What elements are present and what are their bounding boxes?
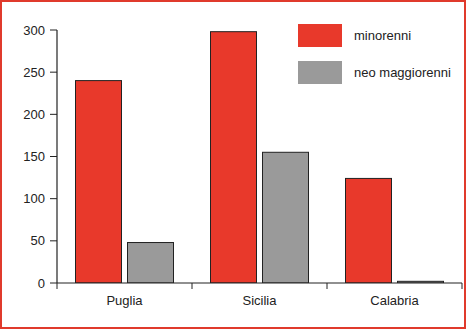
y-tick-label: 300 <box>23 23 45 38</box>
y-tick <box>50 114 57 115</box>
x-axis <box>57 282 462 283</box>
legend: minorenni neo maggiorenni <box>298 24 451 84</box>
legend-swatch <box>298 24 342 47</box>
category-separator <box>192 283 193 289</box>
chart: 0 50 100 150 200 250 300 Puglia Sicilia Calabria m… <box>0 0 466 329</box>
category-separator <box>57 283 58 289</box>
bar <box>346 178 392 283</box>
bar <box>76 81 122 283</box>
y-tick-label: 200 <box>23 107 45 122</box>
legend-swatch <box>298 61 342 84</box>
y-tick <box>50 240 57 241</box>
y-tick <box>50 72 57 73</box>
legend-label: neo maggiorenni <box>354 65 451 80</box>
y-tick-label: 0 <box>38 276 45 291</box>
legend-label: minorenni <box>354 28 411 43</box>
category-separator <box>462 283 463 289</box>
y-tick-label: 250 <box>23 65 45 80</box>
x-tick-label: Puglia <box>106 293 143 308</box>
x-tick-label: Calabria <box>370 293 419 308</box>
y-tick <box>50 198 57 199</box>
x-tick-label: Sicilia <box>243 293 278 308</box>
bar <box>263 152 309 283</box>
y-tick <box>50 156 57 157</box>
y-tick <box>50 283 57 284</box>
y-tick <box>50 30 57 31</box>
category-separator <box>327 283 328 289</box>
bar <box>211 32 257 283</box>
y-tick-label: 100 <box>23 191 45 206</box>
y-tick-label: 50 <box>31 233 45 248</box>
y-tick-label: 150 <box>23 149 45 164</box>
bar <box>128 243 174 283</box>
